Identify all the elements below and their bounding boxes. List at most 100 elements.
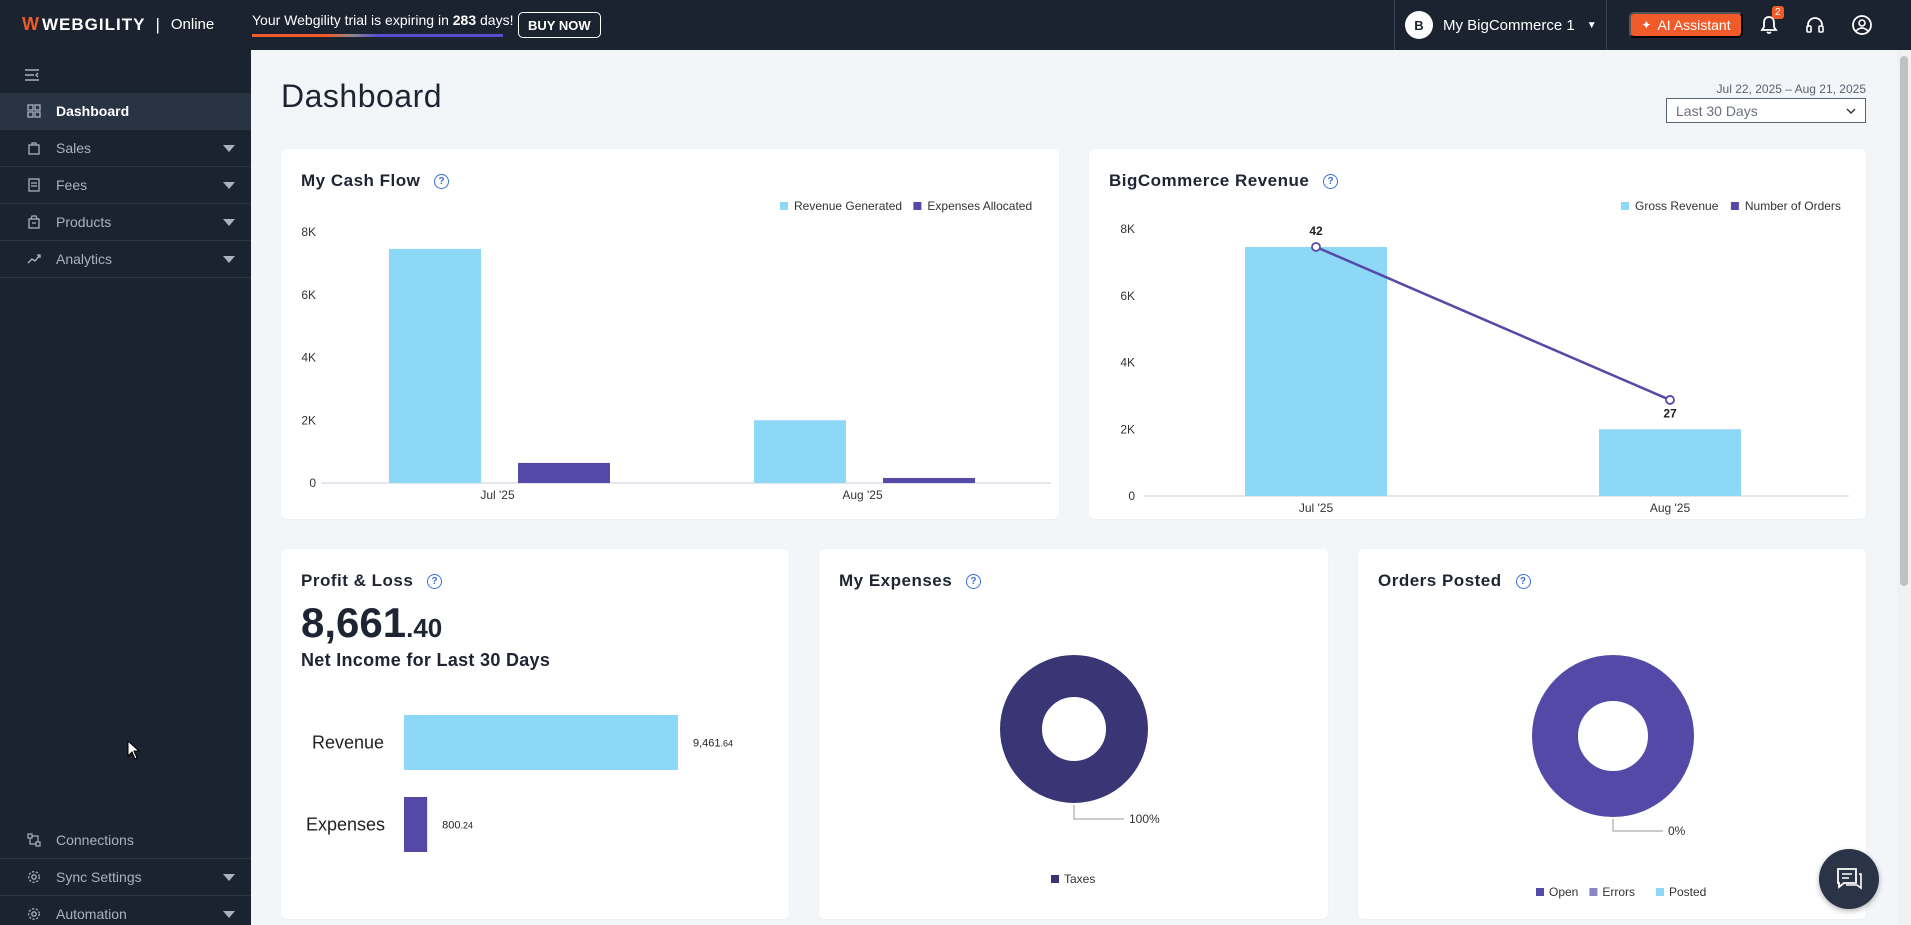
sparkle-icon: ✦ [1641, 18, 1652, 32]
percentage-label: 0% [1668, 824, 1686, 838]
x-tick-label: Jul '25 [480, 488, 515, 502]
buy-now-button[interactable]: BUY NOW [518, 12, 601, 38]
net-income-decimal: .40 [406, 613, 443, 643]
page-scrollbar[interactable] [1897, 50, 1911, 925]
bar-revenue-generated [754, 420, 846, 483]
scrollbar-thumb[interactable] [1900, 56, 1908, 586]
y-tick-label: 2K [301, 413, 316, 427]
y-tick-label: 2K [1120, 422, 1135, 436]
trend-icon [26, 251, 42, 267]
bigcommerce-revenue-chart: 0 2K 4K 6K 8K Jul '25 Aug '25 42 27 Gross Revenue… [1120, 199, 1849, 515]
help-icon[interactable]: ? [434, 173, 450, 189]
bar-gross-revenue [1245, 246, 1387, 496]
sidebar-item-label: Dashboard [56, 103, 130, 119]
orders-donut-chart: 0% Open Errors Posted [1532, 655, 1706, 899]
box-icon [26, 214, 42, 230]
card-title: My Cash Flow? [301, 171, 450, 191]
page-title: Dashboard [281, 78, 443, 114]
card-title-text: BigCommerce Revenue [1109, 171, 1310, 190]
card-title: BigCommerce Revenue? [1109, 171, 1339, 191]
y-tick-label: 8K [301, 225, 316, 239]
cash-flow-card: My Cash Flow? 0 2K 4K 6K 8K Jul '25 Aug '25 Rev… [281, 149, 1059, 519]
ai-assistant-label: AI Assistant [1657, 17, 1731, 33]
bar-gross-revenue [1599, 429, 1741, 496]
help-icon[interactable]: ? [1515, 573, 1531, 589]
bar-revenue-generated [389, 248, 481, 483]
legend-label: Revenue Generated [794, 199, 902, 213]
bar-category-label: Expenses [306, 815, 385, 835]
legend-swatch [1730, 202, 1739, 210]
headset-icon[interactable] [1803, 13, 1827, 37]
gear-icon [26, 869, 42, 885]
sidebar-item-sales[interactable]: Sales [0, 130, 251, 167]
card-title-text: My Cash Flow [301, 171, 421, 190]
brand-edition: Online [170, 16, 215, 33]
cash-flow-chart: 0 2K 4K 6K 8K Jul '25 Aug '25 Revenue Generated… [301, 199, 1051, 502]
help-icon[interactable]: ? [427, 573, 443, 589]
sidebar-item-dashboard[interactable]: Dashboard [0, 93, 251, 130]
leader-line [1612, 819, 1663, 832]
bigcommerce-icon: B [1405, 11, 1433, 39]
sidebar-item-automation[interactable]: Automation [0, 896, 251, 925]
help-icon[interactable]: ? [1323, 173, 1339, 189]
chat-icon [1837, 868, 1862, 890]
legend-swatch [1621, 202, 1629, 210]
bar-value-label: 800.24 [442, 820, 473, 832]
ai-assistant-button[interactable]: ✦ AI Assistant [1629, 12, 1743, 38]
legend-swatch [1656, 888, 1664, 896]
sidebar-item-connections[interactable]: Connections [0, 822, 251, 859]
bar-expenses [404, 797, 428, 852]
period-select[interactable]: Last 30 Days [1666, 98, 1866, 123]
store-selector[interactable]: B My BigCommerce 1 ▼ [1394, 0, 1607, 50]
store-name: My BigCommerce 1 [1443, 16, 1575, 34]
brand-separator: | [155, 14, 161, 34]
y-tick-label: 0 [1128, 489, 1135, 503]
net-income-integer: 8,661 [301, 599, 407, 646]
collapse-sidebar-icon[interactable] [24, 68, 40, 85]
trial-prefix: Your Webgility trial is expiring in [252, 12, 453, 28]
sidebar: Dashboard Sales Fees Products Analytics … [0, 50, 251, 925]
legend-label: Expenses Allocated [927, 199, 1032, 213]
notification-count-badge: 2 [1772, 6, 1784, 19]
y-tick-label: 4K [301, 351, 316, 365]
chat-support-button[interactable] [1819, 849, 1879, 909]
orders-point [1311, 242, 1321, 252]
net-income-subtitle: Net Income for Last 30 Days [301, 650, 551, 670]
card-title: My Expenses? [839, 571, 982, 591]
help-icon[interactable]: ? [966, 573, 982, 589]
x-tick-label: Jul '25 [1299, 501, 1334, 515]
sidebar-item-products[interactable]: Products [0, 204, 251, 241]
expenses-donut-chart: 100% Taxes [1000, 655, 1160, 886]
user-account-icon[interactable] [1850, 13, 1874, 37]
sidebar-item-fees[interactable]: Fees [0, 167, 251, 204]
donut-slice-taxes [1000, 655, 1148, 803]
card-title: Orders Posted? [1378, 571, 1531, 591]
receipt-icon [26, 177, 42, 193]
leader-line [1073, 805, 1124, 820]
legend-label: Number of Orders [1745, 199, 1841, 213]
donut-slice-open [1532, 655, 1694, 817]
sidebar-item-label: Products [56, 214, 112, 230]
connections-icon [26, 832, 42, 848]
trial-suffix: days! [476, 12, 514, 28]
sidebar-item-label: Sales [56, 140, 92, 156]
legend-label: Gross Revenue [1635, 199, 1719, 213]
bar-value-label: 9,461.64 [693, 738, 733, 750]
sidebar-item-analytics[interactable]: Analytics [0, 241, 251, 278]
brand-logo[interactable]: W WEBGILITY | Online [22, 14, 214, 35]
orders-point [1665, 395, 1675, 405]
sidebar-item-label: Fees [56, 177, 88, 193]
caret-down-icon [223, 874, 235, 881]
data-label: 27 [1663, 406, 1677, 420]
bar-category-label: Revenue [312, 733, 384, 753]
caret-down-icon [223, 256, 235, 263]
trial-days: 283 [452, 12, 477, 28]
sidebar-item-label: Connections [56, 832, 134, 848]
y-tick-label: 0 [309, 476, 316, 490]
chevron-down-icon [1845, 104, 1857, 120]
caret-down-icon: ▼ [1586, 19, 1597, 31]
bigcommerce-revenue-card: BigCommerce Revenue? 0 2K 4K 6K 8K Jul '25 Aug… [1089, 149, 1866, 519]
profit-loss-chart: Revenue 9,461.64 Expenses 800.24 [306, 715, 733, 852]
card-title-text: Profit & Loss [301, 571, 414, 590]
sidebar-item-sync-settings[interactable]: Sync Settings [0, 859, 251, 896]
